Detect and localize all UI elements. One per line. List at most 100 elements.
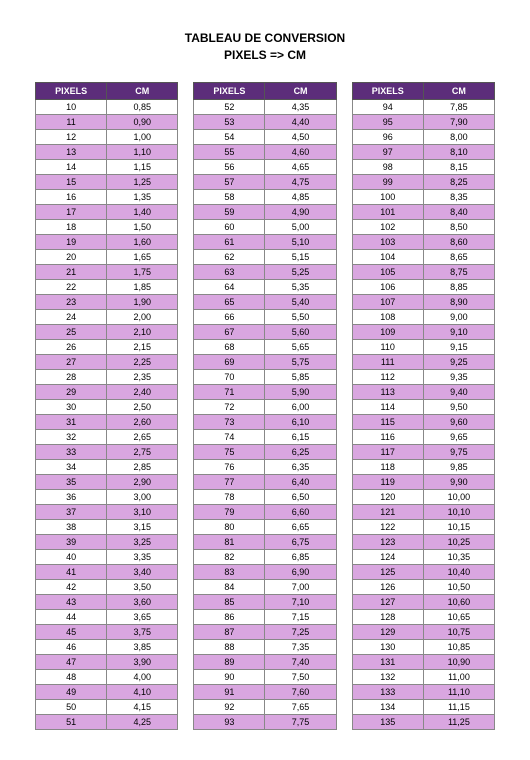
cell-cm: 6,90 — [265, 564, 336, 579]
cell-pixels: 10 — [36, 99, 107, 114]
table-row: 12210,15 — [352, 519, 494, 534]
table-row: 1159,60 — [352, 414, 494, 429]
cell-cm: 8,25 — [423, 174, 494, 189]
table-row: 705,85 — [194, 369, 336, 384]
cell-pixels: 52 — [194, 99, 265, 114]
table-row: 937,75 — [194, 714, 336, 729]
cell-cm: 4,15 — [107, 699, 178, 714]
cell-cm: 1,85 — [107, 279, 178, 294]
conversion-table: PIXELSCM524,35534,40544,50554,60564,6557… — [193, 82, 336, 730]
cell-cm: 4,75 — [265, 174, 336, 189]
cell-pixels: 30 — [36, 399, 107, 414]
table-row: 826,85 — [194, 549, 336, 564]
cell-pixels: 20 — [36, 249, 107, 264]
table-row: 473,90 — [36, 654, 178, 669]
table-row: 12810,65 — [352, 609, 494, 624]
cell-cm: 8,40 — [423, 204, 494, 219]
cell-cm: 0,90 — [107, 114, 178, 129]
cell-cm: 7,60 — [265, 684, 336, 699]
cell-cm: 10,60 — [423, 594, 494, 609]
cell-cm: 10,35 — [423, 549, 494, 564]
cell-pixels: 126 — [352, 579, 423, 594]
cell-cm: 8,60 — [423, 234, 494, 249]
cell-pixels: 60 — [194, 219, 265, 234]
cell-pixels: 32 — [36, 429, 107, 444]
table-row: 625,15 — [194, 249, 336, 264]
table-row: 12910,75 — [352, 624, 494, 639]
cell-cm: 6,60 — [265, 504, 336, 519]
conversion-column: PIXELSCM100,85110,90121,00131,10141,1515… — [35, 82, 178, 730]
cell-cm: 1,00 — [107, 129, 178, 144]
cell-cm: 8,35 — [423, 189, 494, 204]
table-row: 836,90 — [194, 564, 336, 579]
table-row: 504,15 — [36, 699, 178, 714]
cell-cm: 9,15 — [423, 339, 494, 354]
cell-pixels: 97 — [352, 144, 423, 159]
cell-pixels: 77 — [194, 474, 265, 489]
table-row: 433,60 — [36, 594, 178, 609]
table-row: 12010,00 — [352, 489, 494, 504]
table-row: 574,75 — [194, 174, 336, 189]
cell-cm: 6,35 — [265, 459, 336, 474]
cell-cm: 2,40 — [107, 384, 178, 399]
cell-pixels: 34 — [36, 459, 107, 474]
table-row: 12410,35 — [352, 549, 494, 564]
table-row: 1119,25 — [352, 354, 494, 369]
table-row: 1189,85 — [352, 459, 494, 474]
cell-cm: 4,65 — [265, 159, 336, 174]
cell-pixels: 99 — [352, 174, 423, 189]
cell-pixels: 80 — [194, 519, 265, 534]
cell-pixels: 85 — [194, 594, 265, 609]
cell-cm: 1,40 — [107, 204, 178, 219]
table-row: 413,40 — [36, 564, 178, 579]
cell-cm: 2,35 — [107, 369, 178, 384]
table-row: 635,25 — [194, 264, 336, 279]
cell-pixels: 76 — [194, 459, 265, 474]
cell-pixels: 72 — [194, 399, 265, 414]
cell-pixels: 90 — [194, 669, 265, 684]
page: TABLEAU DE CONVERSION PIXELS => CM PIXEL… — [0, 0, 530, 760]
cell-cm: 7,25 — [265, 624, 336, 639]
cell-cm: 1,35 — [107, 189, 178, 204]
table-row: 13110,90 — [352, 654, 494, 669]
cell-pixels: 44 — [36, 609, 107, 624]
table-row: 756,25 — [194, 444, 336, 459]
cell-pixels: 128 — [352, 609, 423, 624]
table-row: 494,10 — [36, 684, 178, 699]
cell-pixels: 49 — [36, 684, 107, 699]
table-row: 393,25 — [36, 534, 178, 549]
table-row: 806,65 — [194, 519, 336, 534]
table-row: 695,75 — [194, 354, 336, 369]
cell-cm: 7,35 — [265, 639, 336, 654]
table-row: 1018,40 — [352, 204, 494, 219]
cell-pixels: 129 — [352, 624, 423, 639]
table-row: 302,50 — [36, 399, 178, 414]
table-row: 726,00 — [194, 399, 336, 414]
cell-cm: 4,85 — [265, 189, 336, 204]
cell-pixels: 35 — [36, 474, 107, 489]
cell-pixels: 115 — [352, 414, 423, 429]
cell-pixels: 68 — [194, 339, 265, 354]
cell-cm: 3,10 — [107, 504, 178, 519]
table-row: 1099,10 — [352, 324, 494, 339]
cell-pixels: 94 — [352, 99, 423, 114]
cell-cm: 5,75 — [265, 354, 336, 369]
cell-cm: 6,25 — [265, 444, 336, 459]
cell-cm: 1,75 — [107, 264, 178, 279]
cell-cm: 4,40 — [265, 114, 336, 129]
cell-cm: 7,40 — [265, 654, 336, 669]
cell-pixels: 11 — [36, 114, 107, 129]
cell-pixels: 42 — [36, 579, 107, 594]
cell-cm: 8,50 — [423, 219, 494, 234]
cell-cm: 10,75 — [423, 624, 494, 639]
cell-pixels: 109 — [352, 324, 423, 339]
cell-cm: 7,90 — [423, 114, 494, 129]
cell-cm: 2,60 — [107, 414, 178, 429]
cell-pixels: 55 — [194, 144, 265, 159]
cell-cm: 1,25 — [107, 174, 178, 189]
cell-pixels: 63 — [194, 264, 265, 279]
cell-pixels: 28 — [36, 369, 107, 384]
cell-pixels: 19 — [36, 234, 107, 249]
cell-pixels: 40 — [36, 549, 107, 564]
cell-pixels: 73 — [194, 414, 265, 429]
